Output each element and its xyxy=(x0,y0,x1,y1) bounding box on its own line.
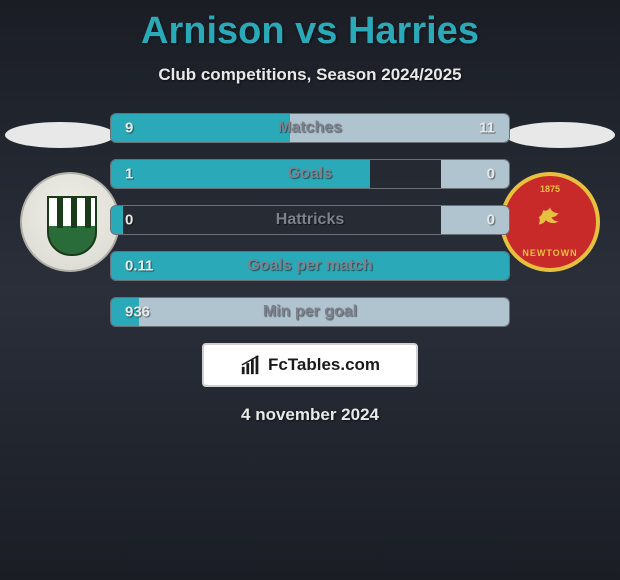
stat-row: Hattricks 0 0 xyxy=(110,205,510,235)
page-title: Arnison vs Harries xyxy=(0,0,620,53)
stat-value-left: 1 xyxy=(125,166,133,183)
crest-left xyxy=(20,172,120,272)
page-date: 4 november 2024 xyxy=(0,405,620,425)
stat-value-right: 0 xyxy=(487,212,495,229)
crest-right: 1875 NEWTOWN xyxy=(500,172,600,272)
stat-value-left: 0 xyxy=(125,212,133,229)
stat-label: Goals per match xyxy=(247,257,372,275)
stat-value-left: 0.11 xyxy=(125,258,153,275)
stat-bar-left xyxy=(111,114,290,142)
stat-value-left: 936 xyxy=(125,304,150,321)
stat-label: Goals xyxy=(288,165,332,183)
stats-container: Matches 9 11 Goals 1 0 Hattricks 0 0 Goals per ma… xyxy=(110,113,510,327)
fctables-logo-text: FcTables.com xyxy=(268,355,380,375)
stat-value-right: 11 xyxy=(479,120,495,137)
stat-bar-right xyxy=(441,206,509,234)
stat-label: Min per goal xyxy=(263,303,357,321)
stat-bar-left xyxy=(111,206,123,234)
chart-bars-icon xyxy=(240,354,262,376)
crest-right-year: 1875 xyxy=(504,184,596,194)
stat-label: Matches xyxy=(278,119,342,137)
stat-bar-right xyxy=(441,160,509,188)
player-oval-right xyxy=(505,122,615,148)
stat-label: Hattricks xyxy=(276,211,344,229)
player-oval-left xyxy=(5,122,115,148)
stat-row: Matches 9 11 xyxy=(110,113,510,143)
stat-row: Goals per match 0.11 xyxy=(110,251,510,281)
stat-value-left: 9 xyxy=(125,120,133,137)
crest-right-name: NEWTOWN xyxy=(504,248,596,258)
crest-left-shield xyxy=(47,196,97,256)
stat-value-right: 0 xyxy=(487,166,495,183)
stat-row: Goals 1 0 xyxy=(110,159,510,189)
stat-row: Min per goal 936 xyxy=(110,297,510,327)
page-subtitle: Club competitions, Season 2024/2025 xyxy=(0,65,620,85)
dragon-icon xyxy=(533,197,567,238)
fctables-logo[interactable]: FcTables.com xyxy=(202,343,418,387)
